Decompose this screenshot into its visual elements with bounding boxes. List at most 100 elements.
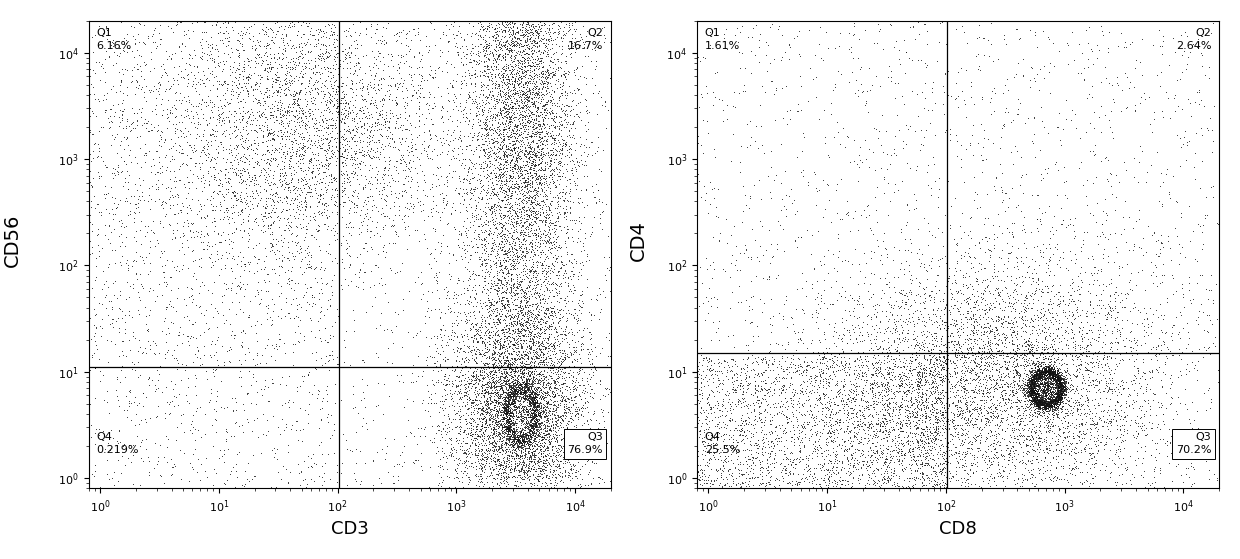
Point (532, 84, 552, 93)
Point (1133, 420, 1153, 429)
Point (764, 454, 784, 463)
Point (389, 460, 409, 469)
Point (502, 390, 522, 399)
Point (556, 395, 575, 404)
Point (508, 382, 528, 391)
Point (497, 343, 517, 352)
Point (813, 276, 833, 285)
Point (258, 484, 278, 492)
Point (773, 466, 792, 475)
Point (1070, 324, 1090, 333)
Point (920, 369, 940, 378)
Point (773, 84, 792, 93)
Point (520, 141, 539, 150)
Point (506, 384, 526, 393)
Point (496, 392, 516, 401)
Point (497, 406, 517, 415)
Point (112, 17, 131, 26)
Point (1050, 383, 1070, 392)
Point (1040, 388, 1060, 397)
Point (265, 58, 285, 67)
Point (557, 269, 577, 278)
Point (564, 111, 584, 120)
Point (128, 347, 148, 356)
Point (482, 59, 502, 68)
Point (1032, 400, 1052, 409)
Point (425, 358, 445, 367)
Point (520, 437, 539, 446)
Point (551, 457, 570, 466)
Point (988, 340, 1008, 349)
Point (559, 368, 579, 377)
Point (87, 112, 107, 121)
Point (1023, 277, 1043, 286)
Point (503, 278, 523, 287)
Point (913, 284, 932, 293)
Point (84, 364, 104, 373)
Point (156, 337, 176, 346)
Point (357, 85, 377, 94)
Point (469, 221, 489, 230)
Point (335, 49, 355, 58)
Point (565, 383, 585, 392)
Point (960, 420, 980, 429)
Point (768, 217, 787, 226)
Point (469, 55, 489, 64)
Point (898, 439, 918, 448)
Point (491, 381, 511, 390)
Point (901, 466, 921, 475)
Point (547, 101, 567, 110)
Point (910, 367, 930, 376)
Point (529, 420, 549, 429)
Point (1065, 462, 1085, 471)
Point (734, 394, 754, 402)
Point (284, 181, 304, 190)
Point (515, 368, 534, 377)
Point (733, 479, 753, 487)
Point (1081, 269, 1101, 278)
Point (148, 167, 167, 176)
Point (531, 319, 551, 328)
Point (1073, 348, 1092, 357)
Point (461, 434, 481, 443)
Point (1038, 371, 1058, 380)
Point (487, 331, 507, 340)
Point (560, 271, 580, 280)
Point (921, 370, 941, 379)
Point (828, 408, 848, 416)
Point (510, 334, 529, 343)
Point (219, 116, 239, 125)
Point (911, 433, 931, 442)
Point (500, 19, 520, 28)
Point (852, 363, 872, 372)
Point (595, 33, 615, 42)
Point (1167, 286, 1187, 295)
Point (480, 26, 500, 35)
Point (492, 309, 512, 318)
Point (870, 424, 890, 433)
Point (484, 367, 503, 376)
Point (1039, 395, 1059, 404)
Point (508, 80, 528, 89)
Point (858, 403, 878, 412)
Point (510, 385, 529, 394)
Point (500, 430, 520, 439)
Point (925, 433, 945, 442)
Point (496, 342, 516, 350)
Point (1050, 376, 1070, 385)
Point (1074, 323, 1094, 332)
Point (506, 371, 526, 380)
Point (1158, 190, 1178, 198)
Point (498, 306, 518, 315)
Point (864, 166, 884, 175)
Point (95, 95, 115, 104)
Point (484, 425, 503, 434)
Point (751, 398, 771, 407)
Point (489, 39, 508, 48)
Point (887, 150, 906, 159)
Point (811, 296, 831, 305)
Point (1006, 273, 1025, 282)
Point (1138, 221, 1158, 230)
Point (301, 168, 321, 177)
Point (265, 144, 285, 153)
